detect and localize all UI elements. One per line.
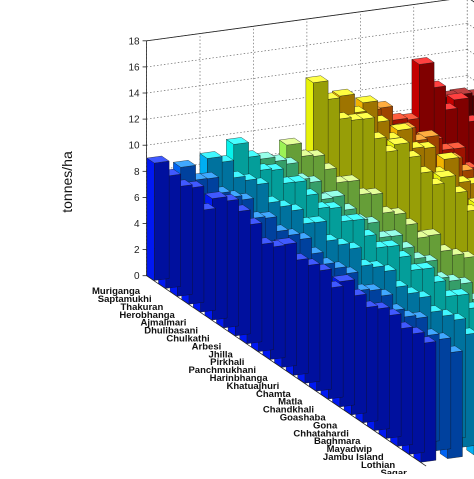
- z-tick-label: 14: [128, 89, 140, 100]
- z-tick-label: 12: [128, 115, 140, 126]
- z-tick-label: 6: [134, 193, 140, 204]
- z-tick-label: 16: [128, 62, 140, 73]
- z-tick-label: 2: [134, 245, 140, 256]
- bar-side-face: [154, 161, 169, 280]
- z-tick-label: 0: [134, 271, 140, 282]
- z-tick-label: 4: [134, 219, 140, 230]
- gridline-left-wall: [147, 0, 468, 41]
- z-tick-label: 18: [128, 36, 140, 47]
- bar: [147, 156, 169, 281]
- y-axis-label: tonnes/ha: [59, 151, 75, 213]
- z-tick-label: 8: [134, 167, 140, 178]
- bar-front-face: [147, 158, 154, 281]
- z-tick-label: 10: [128, 141, 140, 152]
- category-label: Sagar: [380, 468, 407, 474]
